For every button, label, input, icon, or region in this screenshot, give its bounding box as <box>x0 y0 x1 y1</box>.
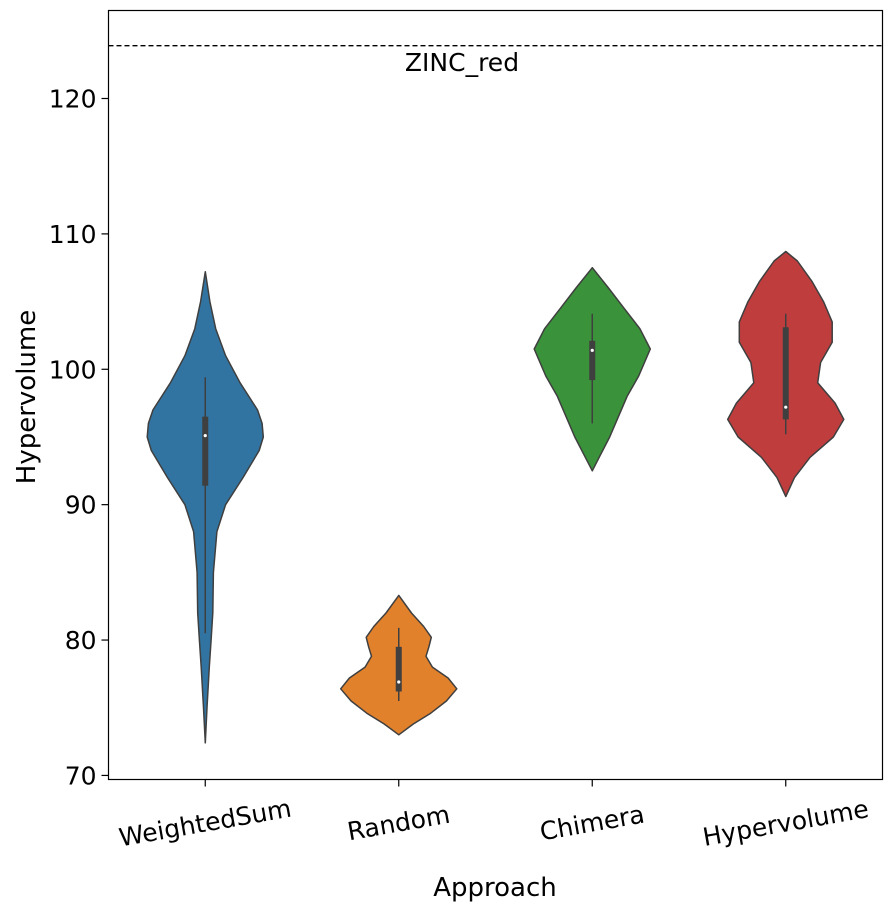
y-tick-label: 90 <box>65 491 97 520</box>
y-tick-label: 110 <box>49 220 97 249</box>
y-tick-label: 120 <box>49 85 97 114</box>
x-tick-label: Random <box>345 800 452 847</box>
x-axis-label: Approach <box>433 873 557 903</box>
violin-box <box>782 327 789 420</box>
violin-median <box>784 405 788 409</box>
y-tick-label: 70 <box>65 761 97 790</box>
x-axis: WeightedSum Random Chimera Hypervolume <box>117 779 871 853</box>
plot-frame <box>107 9 884 781</box>
violin-median <box>590 348 594 352</box>
violins-layer <box>146 250 845 744</box>
reference-line-group: ZINC_red <box>108 45 883 77</box>
violin-box <box>202 416 209 486</box>
x-tick-label: Chimera <box>538 800 647 847</box>
x-tick-label: WeightedSum <box>117 794 294 853</box>
violin-median <box>203 434 207 438</box>
violin-box <box>589 340 596 381</box>
violin-median <box>397 680 401 684</box>
reference-line-label: ZINC_red <box>405 48 519 77</box>
violin-box <box>395 646 402 692</box>
x-tick-label: Hypervolume <box>701 794 871 852</box>
y-axis-label: Hypervolume <box>12 310 42 484</box>
y-axis: 70 80 90 100 110 120 <box>49 85 109 790</box>
y-tick-label: 80 <box>65 626 97 655</box>
y-tick-label: 100 <box>49 355 97 384</box>
